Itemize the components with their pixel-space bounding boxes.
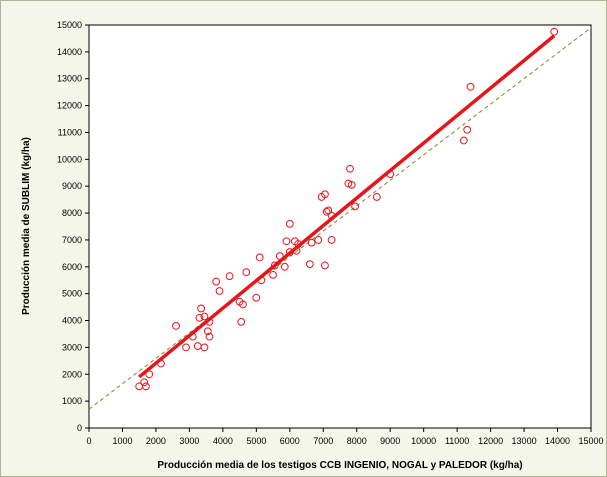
y-tick-label: 13000 — [57, 74, 82, 84]
data-point — [200, 312, 209, 321]
data-point — [188, 332, 197, 341]
data-point — [275, 252, 284, 260]
data-point — [463, 125, 472, 134]
data-point — [347, 180, 356, 189]
data-point — [314, 236, 323, 244]
data-point — [321, 261, 329, 270]
data-point — [145, 370, 154, 379]
x-tick-label: 3000 — [179, 436, 199, 446]
y-tick-label: 0 — [77, 423, 82, 433]
data-point — [215, 287, 224, 295]
y-tick-label: 5000 — [62, 289, 82, 299]
x-tick-label: 15000 — [578, 436, 603, 446]
data-point — [305, 260, 314, 269]
y-tick-label: 6000 — [62, 262, 82, 272]
data-point — [205, 332, 214, 341]
x-tick-label: 9000 — [380, 436, 400, 446]
data-point — [172, 322, 180, 330]
data-point — [140, 378, 149, 387]
y-tick-label: 10000 — [57, 154, 82, 164]
x-tick-label: 5000 — [246, 436, 266, 446]
y-tick-label: 11000 — [58, 127, 82, 137]
x-tick-label: 6000 — [280, 436, 300, 446]
reference-line — [88, 27, 592, 410]
data-point — [280, 262, 289, 271]
data-point — [372, 193, 381, 201]
data-point — [242, 268, 251, 277]
data-point — [225, 272, 234, 281]
data-point — [255, 253, 264, 262]
data-point — [307, 238, 316, 247]
data-point — [239, 300, 247, 309]
trend-line — [138, 34, 556, 379]
data-point — [205, 317, 214, 326]
data-point — [182, 343, 190, 352]
data-point — [282, 237, 291, 246]
data-point — [285, 219, 294, 228]
data-point — [197, 304, 206, 313]
y-tick-label: 9000 — [62, 181, 82, 191]
data-point — [212, 277, 221, 286]
y-tick-label: 7000 — [62, 235, 82, 245]
x-tick-label: 14000 — [545, 436, 570, 446]
data-point — [321, 190, 329, 199]
y-tick-label: 4000 — [62, 316, 82, 326]
data-point — [141, 382, 150, 391]
x-tick-label: 1000 — [112, 436, 132, 446]
x-tick-label: 2000 — [146, 436, 166, 446]
data-point — [200, 343, 209, 352]
y-tick-label: 3000 — [62, 342, 82, 352]
y-tick-label: 2000 — [62, 369, 82, 379]
plot-area — [88, 24, 592, 429]
y-tick-label: 8000 — [62, 208, 82, 218]
data-point — [203, 327, 212, 336]
x-tick-label: 4000 — [213, 436, 233, 446]
x-tick-label: 7000 — [313, 436, 333, 446]
data-point — [327, 211, 336, 220]
data-point — [252, 293, 261, 302]
data-point — [351, 202, 359, 211]
x-tick-label: 0 — [86, 436, 91, 446]
x-tick-label: 10000 — [411, 436, 436, 446]
x-axis-title: Producción media de los testigos CCB ING… — [157, 460, 522, 471]
data-point — [270, 261, 279, 270]
y-axis-title: Producción media de SUBLIM (kg/ha) — [21, 137, 32, 315]
data-point — [346, 164, 354, 173]
x-tick-label: 11000 — [445, 436, 469, 446]
data-point — [237, 317, 246, 326]
data-point — [294, 240, 303, 248]
data-point — [386, 170, 395, 179]
data-point — [344, 179, 353, 188]
data-point — [327, 236, 336, 244]
data-point — [157, 359, 165, 368]
x-tick-label: 8000 — [347, 436, 367, 446]
y-tick-label: 15000 — [57, 20, 82, 30]
data-point — [269, 270, 277, 279]
data-point — [322, 207, 331, 216]
y-tick-label: 1000 — [62, 396, 82, 406]
data-point — [195, 313, 204, 322]
x-tick-label: 12000 — [478, 436, 503, 446]
x-tick-label: 13000 — [512, 436, 537, 446]
data-point — [550, 27, 559, 36]
data-point — [466, 82, 475, 91]
y-tick-label: 12000 — [57, 101, 82, 111]
data-point — [257, 276, 266, 285]
y-tick-label: 14000 — [57, 47, 82, 57]
data-point — [459, 136, 468, 145]
